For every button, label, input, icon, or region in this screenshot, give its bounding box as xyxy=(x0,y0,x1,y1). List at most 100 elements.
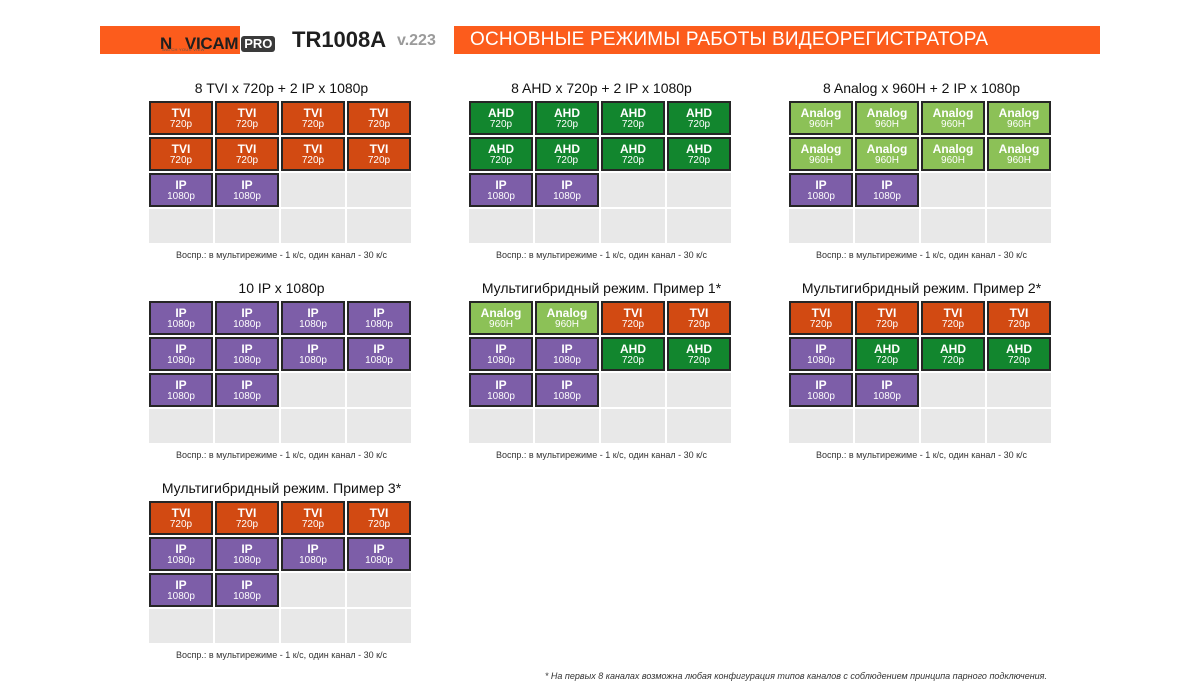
channel-cell-empty xyxy=(149,409,213,443)
channel-cell-empty xyxy=(667,209,731,243)
channel-type: IP xyxy=(175,341,187,356)
channel-resolution: 1080p xyxy=(487,354,515,366)
channel-cell-empty xyxy=(215,609,279,643)
channel-type: TVI xyxy=(369,141,389,156)
channel-resolution: 720p xyxy=(169,118,193,130)
channel-type: IP xyxy=(815,377,827,392)
channel-type: IP xyxy=(495,177,507,192)
channel-cell-empty xyxy=(789,209,853,243)
channel-resolution: 1080p xyxy=(233,590,261,602)
channel-grid: TVI 720p TVI 720p TVI 720p TVI 720p IP 1080p AHD 72… xyxy=(789,301,1051,443)
mode-panel-ip: 10 IP x 1080p IP 1080p IP 1080p IP 1080p IP 108… xyxy=(149,280,414,461)
mode-panel-hybrid-2: Мультигибридный режим. Пример 2* TVI 720p… xyxy=(789,280,1054,461)
channel-resolution: 720p xyxy=(489,154,513,166)
channel-type: IP xyxy=(561,341,573,356)
channel-cell-ahd: AHD 720p xyxy=(535,137,599,171)
channel-cell-ip: IP 1080p xyxy=(281,337,345,371)
channel-type: TVI xyxy=(943,305,963,320)
header-accent-bar-left xyxy=(100,26,240,54)
channel-resolution: 720p xyxy=(555,154,579,166)
mode-title: Мультигибридный режим. Пример 2* xyxy=(801,280,1042,296)
channel-resolution: 960H xyxy=(489,318,513,330)
channel-type: TVI xyxy=(689,305,709,320)
channel-cell-empty xyxy=(601,409,665,443)
channel-cell-ahd: AHD 720p xyxy=(601,101,665,135)
channel-cell-empty xyxy=(921,209,985,243)
channel-type: Analog xyxy=(998,141,1040,156)
logo-wordmark: NOVICAM xyxy=(160,34,239,53)
channel-type: TVI xyxy=(303,505,323,520)
channel-type: TVI xyxy=(303,141,323,156)
channel-type: TVI xyxy=(369,505,389,520)
channel-type: AHD xyxy=(620,105,646,120)
channel-cell-empty xyxy=(281,209,345,243)
channel-type: Analog xyxy=(546,305,588,320)
channel-cell-ahd: AHD 720p xyxy=(855,337,919,371)
channel-resolution: 720p xyxy=(367,518,391,530)
channel-cell-ip: IP 1080p xyxy=(281,537,345,571)
channel-cell-ip: IP 1080p xyxy=(149,301,213,335)
channel-resolution: 1080p xyxy=(807,354,835,366)
channel-resolution: 960H xyxy=(875,154,899,166)
channel-resolution: 1080p xyxy=(167,354,195,366)
channel-cell-ip: IP 1080p xyxy=(347,537,411,571)
channel-grid: AHD 720p AHD 720p AHD 720p AHD 720p AHD 720p AHD 72… xyxy=(469,101,731,243)
channel-cell-ip: IP 1080p xyxy=(855,173,919,207)
channel-type: IP xyxy=(373,305,385,320)
channel-type: TVI xyxy=(171,141,191,156)
channel-resolution: 720p xyxy=(367,154,391,166)
channel-cell-tvi: TVI 720p xyxy=(281,137,345,171)
channel-resolution: 1080p xyxy=(553,354,581,366)
channel-type: TVI xyxy=(623,305,643,320)
channel-type: IP xyxy=(175,305,187,320)
channel-cell-empty xyxy=(281,609,345,643)
channel-cell-ip: IP 1080p xyxy=(535,173,599,207)
channel-grid: IP 1080p IP 1080p IP 1080p IP 1080p IP 1080p IP 108… xyxy=(149,301,411,443)
mode-panel-ahd: 8 AHD x 720p + 2 IP x 1080p AHD 720p AHD 72… xyxy=(469,80,734,261)
playback-note: Воспр.: в мультирежиме - 1 к/с, один кан… xyxy=(815,450,1028,460)
channel-cell-ip: IP 1080p xyxy=(149,337,213,371)
channel-type: TVI xyxy=(303,105,323,120)
channel-cell-ip: IP 1080p xyxy=(469,173,533,207)
channel-cell-empty xyxy=(347,373,411,407)
channel-resolution: 720p xyxy=(367,118,391,130)
channel-grid: TVI 720p TVI 720p TVI 720p TVI 720p TVI 720p TVI 72… xyxy=(149,101,411,243)
channel-resolution: 720p xyxy=(489,118,513,130)
channel-cell-empty xyxy=(535,209,599,243)
channel-resolution: 720p xyxy=(687,118,711,130)
channel-resolution: 1080p xyxy=(299,554,327,566)
channel-type: Analog xyxy=(932,141,974,156)
channel-resolution: 1080p xyxy=(553,390,581,402)
channel-type: AHD xyxy=(488,141,514,156)
channel-type: IP xyxy=(561,177,573,192)
mode-panel-hybrid-3: Мультигибридный режим. Пример 3* TVI 720p… xyxy=(149,480,414,661)
channel-cell-empty xyxy=(667,409,731,443)
channel-type: IP xyxy=(881,177,893,192)
channel-type: AHD xyxy=(940,341,966,356)
channel-resolution: 960H xyxy=(809,118,833,130)
channel-resolution: 1080p xyxy=(807,190,835,202)
channel-type: IP xyxy=(175,177,187,192)
channel-cell-empty xyxy=(281,373,345,407)
channel-cell-empty xyxy=(215,409,279,443)
channel-resolution: 720p xyxy=(235,118,259,130)
channel-resolution: 1080p xyxy=(167,554,195,566)
channel-cell-tvi: TVI 720p xyxy=(149,501,213,535)
channel-cell-empty xyxy=(921,373,985,407)
channel-cell-empty xyxy=(667,173,731,207)
channel-cell-empty xyxy=(149,209,213,243)
mode-panel-hybrid-1: Мультигибридный режим. Пример 1* Analog 9… xyxy=(469,280,734,461)
channel-resolution: 720p xyxy=(301,154,325,166)
channel-cell-empty xyxy=(469,409,533,443)
channel-resolution: 1080p xyxy=(167,590,195,602)
channel-cell-tvi: TVI 720p xyxy=(281,101,345,135)
channel-type: Analog xyxy=(800,141,842,156)
channel-cell-empty xyxy=(601,173,665,207)
channel-cell-analog: Analog 960H xyxy=(469,301,533,335)
channel-cell-ahd: AHD 720p xyxy=(667,337,731,371)
channel-resolution: 960H xyxy=(1007,118,1031,130)
channel-type: AHD xyxy=(686,141,712,156)
channel-cell-empty xyxy=(347,209,411,243)
channel-cell-empty xyxy=(987,209,1051,243)
channel-cell-analog: Analog 960H xyxy=(535,301,599,335)
